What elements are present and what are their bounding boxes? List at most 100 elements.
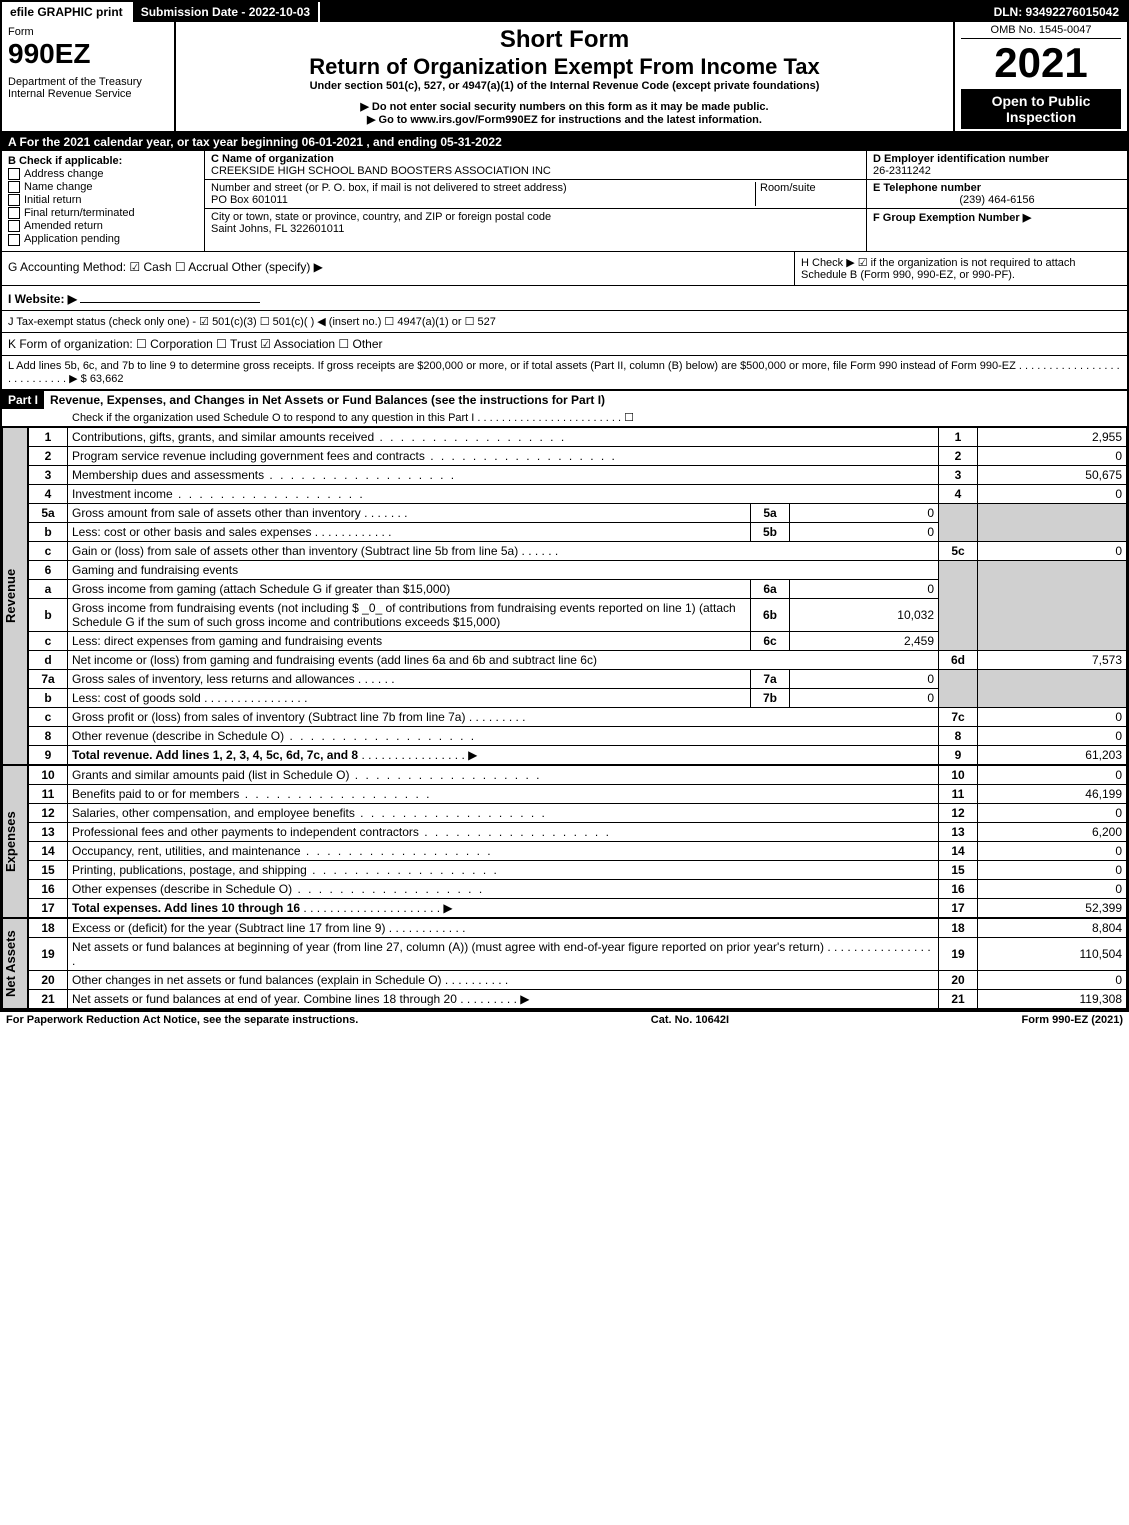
line-1-num: 1	[29, 427, 68, 446]
line-5a-box: 5a	[751, 503, 790, 522]
footer-left: For Paperwork Reduction Act Notice, see …	[6, 1014, 358, 1026]
part-1-check: Check if the organization used Schedule …	[2, 409, 1127, 427]
net-assets-section: Net Assets 18Excess or (deficit) for the…	[2, 918, 1127, 1009]
short-form-title: Short Form	[180, 26, 949, 54]
org-name: CREEKSIDE HIGH SCHOOL BAND BOOSTERS ASSO…	[211, 165, 551, 177]
line-6d-r: 6d	[939, 650, 978, 669]
line-5c-r: 5c	[939, 541, 978, 560]
line-20-r: 20	[939, 970, 978, 989]
i-website-row: I Website: ▶	[2, 286, 1127, 311]
note-link[interactable]: ▶ Go to www.irs.gov/Form990EZ for instru…	[180, 113, 949, 126]
line-7c-r: 7c	[939, 707, 978, 726]
line-5b-bval: 0	[790, 522, 939, 541]
section-b: B Check if applicable: Address change Na…	[2, 151, 205, 251]
grey-7	[939, 669, 978, 707]
line-6b-num: b	[29, 598, 68, 631]
line-6c-box: 6c	[751, 631, 790, 650]
line-14-r: 14	[939, 841, 978, 860]
line-7b-num: b	[29, 688, 68, 707]
form-header: Form 990EZ Department of the Treasury In…	[2, 22, 1127, 133]
line-1-r: 1	[939, 427, 978, 446]
d-ein-label: D Employer identification number	[873, 153, 1049, 165]
check-final-label: Final return/terminated	[24, 207, 135, 219]
line-18-desc: Excess or (deficit) for the year (Subtra…	[72, 921, 385, 935]
line-6a-box: 6a	[751, 579, 790, 598]
line-11-r: 11	[939, 784, 978, 803]
b-heading: B Check if applicable:	[8, 155, 198, 167]
line-19-r: 19	[939, 937, 978, 970]
check-initial[interactable]: Initial return	[8, 194, 198, 206]
website-blank[interactable]	[80, 290, 260, 303]
page-footer: For Paperwork Reduction Act Notice, see …	[0, 1011, 1129, 1028]
line-3-val: 50,675	[978, 465, 1127, 484]
line-6c-desc: Less: direct expenses from gaming and fu…	[68, 631, 751, 650]
check-final[interactable]: Final return/terminated	[8, 207, 198, 219]
efile-label[interactable]: efile GRAPHIC print	[2, 2, 133, 22]
netassets-side-label: Net Assets	[2, 918, 28, 1009]
line-19-num: 19	[29, 937, 68, 970]
line-14-desc: Occupancy, rent, utilities, and maintena…	[72, 844, 301, 858]
line-8-val: 0	[978, 726, 1127, 745]
line-7b-desc: Less: cost of goods sold	[72, 691, 201, 705]
f-group-label: F Group Exemption Number ▶	[873, 212, 1031, 224]
line-3-desc: Membership dues and assessments	[72, 468, 264, 482]
line-5c-num: c	[29, 541, 68, 560]
ein-value: 26-2311242	[873, 165, 931, 177]
line-12-num: 12	[29, 803, 68, 822]
line-17-r: 17	[939, 898, 978, 917]
line-16-desc: Other expenses (describe in Schedule O)	[72, 882, 292, 896]
k-form-org: K Form of organization: ☐ Corporation ☐ …	[2, 333, 1127, 356]
line-6-desc: Gaming and fundraising events	[68, 560, 939, 579]
line-2-r: 2	[939, 446, 978, 465]
check-name-label: Name change	[24, 181, 93, 193]
line-18-val: 8,804	[978, 918, 1127, 937]
line-6c-num: c	[29, 631, 68, 650]
grey-5v	[978, 503, 1127, 541]
header-right: OMB No. 1545-0047 2021 Open to Public In…	[953, 22, 1127, 131]
line-21-r: 21	[939, 989, 978, 1008]
line-5c-val: 0	[978, 541, 1127, 560]
form-container: efile GRAPHIC print Submission Date - 20…	[0, 0, 1129, 1011]
check-name[interactable]: Name change	[8, 181, 198, 193]
c-addr-label: Number and street (or P. O. box, if mail…	[211, 182, 567, 194]
line-11-desc: Benefits paid to or for members	[72, 787, 239, 801]
line-9-desc: Total revenue. Add lines 1, 2, 3, 4, 5c,…	[72, 748, 358, 762]
line-21-num: 21	[29, 989, 68, 1008]
j-tax-exempt: J Tax-exempt status (check only one) - ☑…	[2, 311, 1127, 333]
part-1-label: Part I	[2, 391, 44, 409]
check-amended-label: Amended return	[24, 220, 103, 232]
line-6d-val: 7,573	[978, 650, 1127, 669]
i-website-label: I Website: ▶	[8, 292, 77, 306]
dept-info: Department of the Treasury Internal Reve…	[8, 76, 168, 100]
section-def: D Employer identification number 26-2311…	[866, 151, 1127, 251]
check-amended[interactable]: Amended return	[8, 220, 198, 232]
org-address: PO Box 601011	[211, 194, 288, 206]
line-17-desc: Total expenses. Add lines 10 through 16	[72, 901, 300, 915]
line-6a-num: a	[29, 579, 68, 598]
line-7b-bval: 0	[790, 688, 939, 707]
submission-date: Submission Date - 2022-10-03	[133, 2, 320, 22]
grey-6v	[978, 560, 1127, 650]
line-13-desc: Professional fees and other payments to …	[72, 825, 419, 839]
line-2-num: 2	[29, 446, 68, 465]
footer-cat: Cat. No. 10642I	[651, 1014, 729, 1026]
line-4-desc: Investment income	[72, 487, 173, 501]
tax-year: 2021	[961, 39, 1121, 87]
h-schedule-b: H Check ▶ ☑ if the organization is not r…	[794, 252, 1127, 285]
line-8-r: 8	[939, 726, 978, 745]
check-address[interactable]: Address change	[8, 168, 198, 180]
part-1-header: Part I Revenue, Expenses, and Changes in…	[2, 390, 1127, 409]
net-assets-table: 18Excess or (deficit) for the year (Subt…	[28, 918, 1127, 1009]
revenue-section: Revenue 1Contributions, gifts, grants, a…	[2, 427, 1127, 765]
revenue-table: 1Contributions, gifts, grants, and simil…	[28, 427, 1127, 765]
note-ssn: ▶ Do not enter social security numbers o…	[180, 100, 949, 113]
line-11-num: 11	[29, 784, 68, 803]
line-5a-bval: 0	[790, 503, 939, 522]
line-10-desc: Grants and similar amounts paid (list in…	[72, 768, 349, 782]
header-left: Form 990EZ Department of the Treasury In…	[2, 22, 176, 131]
line-6b-desc: Gross income from fundraising events (no…	[68, 598, 751, 631]
check-pending[interactable]: Application pending	[8, 233, 198, 245]
line-17-num: 17	[29, 898, 68, 917]
line-7a-num: 7a	[29, 669, 68, 688]
line-7a-box: 7a	[751, 669, 790, 688]
